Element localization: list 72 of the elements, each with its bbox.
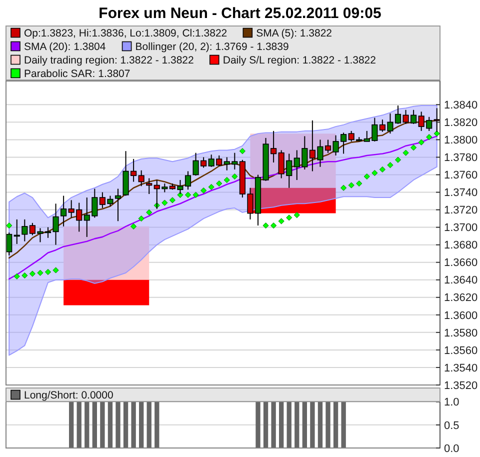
point	[37, 270, 44, 276]
point	[418, 139, 424, 146]
point	[402, 150, 409, 156]
legend-label: Daily S/L region: 1.3822 - 1.3822	[222, 54, 376, 66]
point	[29, 270, 36, 277]
legend-label: Bollinger (20, 2): 1.3769 - 1.3839	[135, 40, 289, 53]
point	[169, 197, 176, 204]
y-tick-label: 1.3840	[444, 100, 478, 112]
point	[372, 170, 378, 176]
point	[294, 212, 300, 218]
point	[6, 222, 12, 229]
point	[224, 176, 230, 184]
candlestick	[60, 195, 67, 227]
point	[200, 187, 207, 194]
y-tick-label: 1.3640	[444, 274, 478, 287]
point	[208, 184, 214, 190]
point	[348, 182, 354, 188]
candlestick	[138, 170, 144, 187]
y-tick-label: 1.3800	[444, 134, 478, 147]
y-tick-label: 1.3600	[444, 310, 478, 322]
y-tick-label: 1.0	[444, 396, 460, 409]
point	[130, 223, 137, 230]
point	[364, 173, 370, 180]
candlestick	[22, 218, 28, 242]
y-tick-label: 1.3580	[444, 327, 478, 340]
point	[379, 166, 386, 173]
point	[426, 134, 432, 140]
chart-title: Forex um Neun - Chart 25.02.2011 09:05	[98, 5, 382, 22]
point	[340, 184, 347, 191]
point	[262, 222, 269, 229]
y-tick-label: 1.3760	[444, 170, 478, 182]
point	[52, 267, 59, 274]
point	[146, 209, 152, 216]
y-tick-label: 1.3700	[444, 222, 478, 234]
point	[22, 272, 28, 279]
y-tick-label: 1.3560	[444, 344, 478, 357]
point	[192, 192, 199, 198]
point	[270, 222, 277, 229]
point	[387, 162, 394, 168]
point	[410, 144, 417, 151]
y-tick-label: 1.3720	[444, 204, 478, 217]
legend-label: Parabolic SAR: 1.3807	[24, 68, 130, 80]
y-tick-label: 1.3680	[444, 240, 478, 252]
legend-label: SMA (5): 1.3822	[256, 27, 332, 40]
point	[286, 214, 292, 221]
point	[216, 180, 222, 187]
y-tick-label: 1.3520	[444, 380, 478, 392]
point	[162, 200, 168, 206]
y-tick-label: 1.3620	[444, 292, 478, 304]
candlestick	[114, 188, 122, 222]
point	[232, 173, 238, 180]
y-tick-label: 1.3660	[444, 257, 478, 270]
y-tick-label: 1.3780	[444, 152, 478, 164]
legend-label: Long/Short: 0.0000	[24, 389, 114, 402]
point	[138, 215, 144, 222]
y-tick-label: 1.3740	[444, 187, 478, 200]
point	[44, 268, 52, 276]
point	[394, 156, 402, 163]
legend-label: Daily trading region: 1.3822 - 1.3822	[24, 54, 194, 66]
point	[278, 218, 284, 224]
point	[434, 130, 440, 137]
y-tick-label: 1.3540	[444, 362, 478, 374]
point	[14, 273, 20, 280]
y-tick-label: 1.3820	[444, 117, 478, 130]
point	[184, 192, 192, 198]
y-tick-label: 0.5	[444, 420, 460, 432]
point	[239, 148, 246, 154]
point	[356, 180, 362, 187]
legend-label: Op:1.3823, Hi:1.3836, Lo:1.3809, Cl:1.3822	[24, 27, 228, 40]
y-tick-label: 0.0	[444, 442, 460, 455]
candlestick	[146, 178, 152, 195]
legend-label: SMA (20): 1.3804	[24, 40, 106, 53]
